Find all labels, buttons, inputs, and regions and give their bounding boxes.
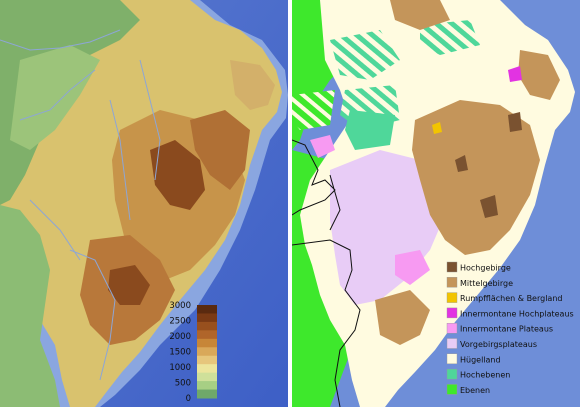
elevation-label: 2500: [169, 317, 191, 327]
mittelgebirge-south: [375, 290, 430, 345]
elevation-color-swatch: [197, 364, 217, 374]
legend-label: Hochebenen: [460, 371, 510, 380]
elevation-scale: 3000 2500 2000 1500 1000 500 0: [169, 301, 217, 404]
legend-label: Mittelgebirge: [460, 279, 513, 288]
country-borders: [292, 139, 361, 407]
legend-label: Innermontane Hochplateaus: [460, 309, 574, 318]
elevation-color-swatch: [197, 381, 217, 391]
elevation-color-swatch: [197, 347, 217, 357]
hochgebirge-2: [480, 195, 498, 218]
innermontane-plateaus-1: [395, 250, 430, 285]
relief-map: 3000 2500 2000 1500 1000 500 0: [0, 0, 288, 407]
innermontane-plateaus-2: [310, 135, 335, 158]
elevation-color-swatch: [197, 355, 217, 365]
legend-label: Vorgebirgsplateaus: [460, 340, 537, 349]
legend-label: Hochgebirge: [460, 264, 511, 273]
hatch-area-5: [292, 90, 335, 130]
hatch-area-1: [330, 30, 400, 80]
legend-swatch: [446, 368, 458, 380]
mittelgebirge-region: [412, 100, 540, 255]
legend: Hochgebirge Mittelgebirge Rumpfflächen & B…: [446, 261, 574, 395]
legend-swatch: [446, 384, 458, 395]
legend-swatch: [446, 307, 458, 319]
mittelgebirge-ne: [518, 50, 560, 100]
highlands-east: [190, 110, 250, 190]
elevation-color-swatch: [197, 330, 217, 340]
innermontane-hochplateaus-1: [508, 66, 522, 82]
landform-map: Hochgebirge Mittelgebirge Rumpfflächen & B…: [292, 0, 580, 407]
panel-divider: [288, 0, 292, 407]
elevation-label: 1000: [169, 363, 191, 373]
hochebenen-1: [345, 110, 395, 150]
elevation-color-swatch: [197, 305, 217, 314]
elevation-color-swatch: [197, 313, 217, 323]
legend-swatch: [446, 323, 458, 334]
highlands-peaks-2: [108, 265, 150, 305]
mittelgebirge-north: [390, 0, 450, 30]
lowland-west: [0, 205, 60, 407]
highlands-ne: [230, 60, 275, 110]
elevation-color-swatch: [197, 389, 217, 399]
legend-swatch: [446, 353, 458, 364]
legend-swatch: [446, 292, 458, 303]
legend-swatch: [446, 277, 458, 288]
elevation-label: 0: [186, 394, 191, 404]
hatch-area-3: [420, 20, 480, 55]
elevation-label: 500: [175, 379, 191, 389]
rumpfflaechen-1: [432, 122, 442, 134]
elevation-scale-labels: 3000 2500 2000 1500 1000 500 0: [169, 301, 191, 404]
elevation-color-bar: [197, 305, 217, 399]
lowland-north: [0, 0, 140, 205]
rivers: [0, 29, 161, 381]
legend-swatch: [446, 261, 458, 273]
elevation-color-swatch: [197, 321, 217, 331]
elevation-label: 1500: [169, 348, 191, 358]
highlands-peaks: [150, 140, 205, 210]
elevation-color-swatch: [197, 372, 217, 382]
hochgebirge-1: [508, 112, 522, 132]
hochgebirge-3: [455, 155, 468, 172]
legend-label: Ebenen: [460, 386, 490, 395]
legend-label: Innermontane Plateaus: [460, 325, 553, 334]
legend-label: Hügelland: [460, 355, 501, 364]
legend-swatch: [446, 338, 458, 349]
elevation-label: 2000: [169, 332, 191, 342]
elevation-color-swatch: [197, 338, 217, 348]
lowland-river-basin: [10, 45, 100, 150]
elevation-label: 3000: [169, 301, 191, 311]
legend-label: Rumpfflächen & Bergland: [460, 294, 562, 303]
